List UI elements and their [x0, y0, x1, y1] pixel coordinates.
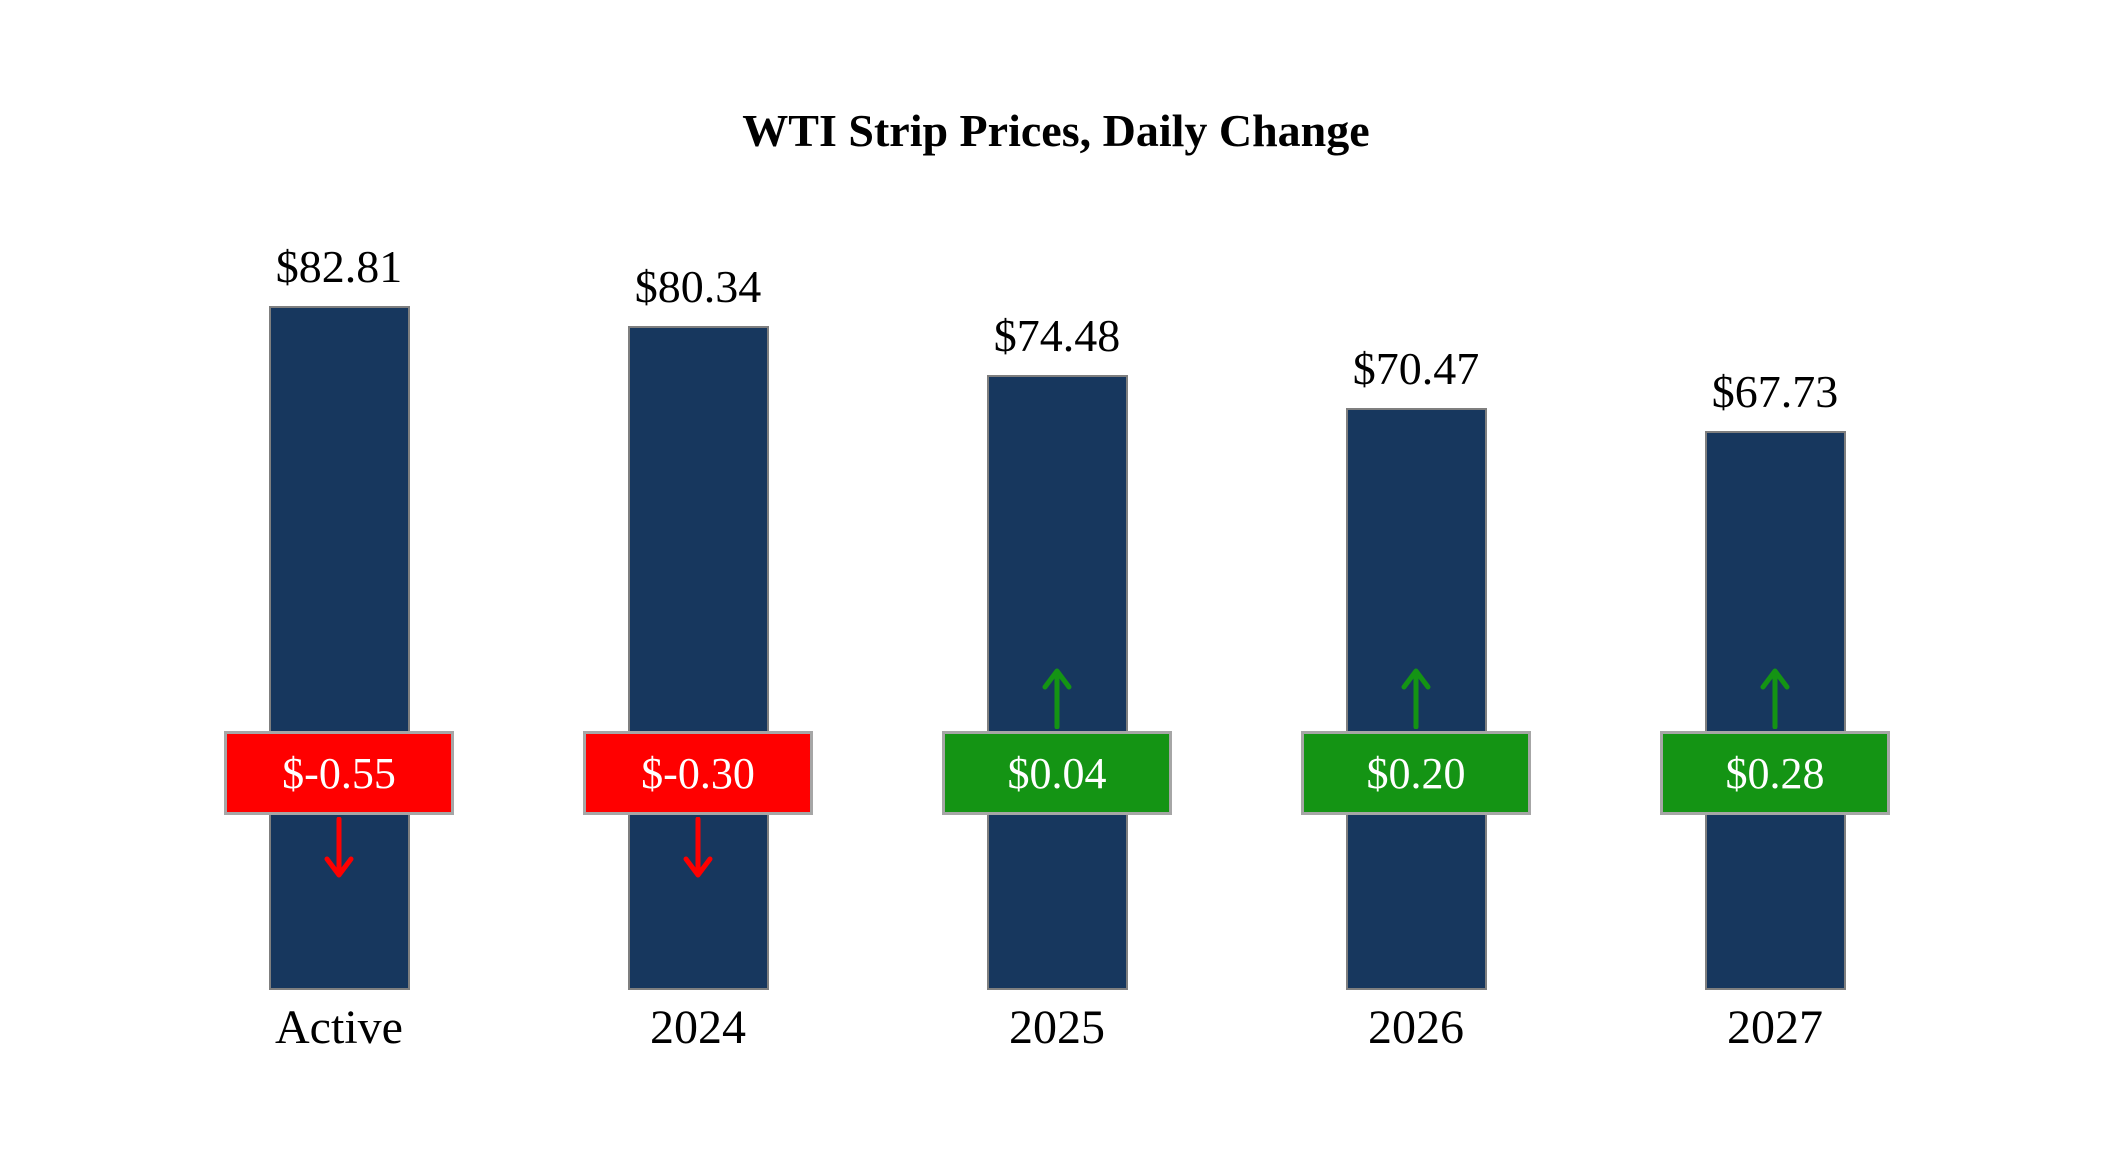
category-label: 2026 — [1368, 1001, 1464, 1054]
daily-change-badge: $-0.55 — [224, 731, 454, 815]
category-label: 2025 — [1009, 1001, 1105, 1054]
arrow-down-icon — [678, 816, 718, 884]
category-label: 2027 — [1727, 1001, 1823, 1054]
bar-value-label: $70.47 — [1352, 343, 1480, 394]
bar-value-label: $80.34 — [634, 261, 762, 312]
daily-change-badge: $0.04 — [942, 731, 1172, 815]
bar-value-label: $82.81 — [275, 241, 403, 292]
bar-value-label: $74.48 — [993, 310, 1121, 361]
daily-change-badge: $0.20 — [1301, 731, 1531, 815]
category-label: 2024 — [650, 1001, 746, 1054]
arrow-up-icon — [1037, 667, 1077, 734]
arrow-up-icon — [1396, 667, 1436, 734]
arrow-up-icon — [1755, 667, 1795, 734]
chart-title: WTI Strip Prices, Daily Change — [742, 105, 1370, 156]
price-bar — [268, 306, 410, 990]
daily-change-badge: $-0.30 — [583, 731, 813, 815]
bar-value-label: $67.73 — [1711, 366, 1839, 417]
category-label: Active — [275, 1001, 403, 1054]
price-bar — [627, 326, 769, 990]
daily-change-badge: $0.28 — [1660, 731, 1890, 815]
arrow-down-icon — [319, 816, 359, 884]
